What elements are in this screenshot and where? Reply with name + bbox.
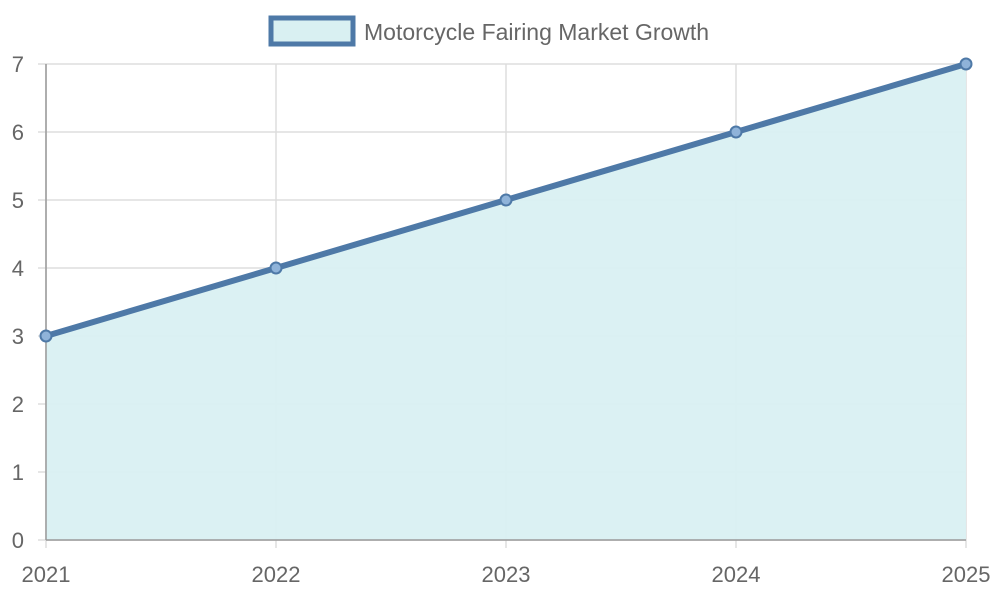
data-point[interactable] (269, 261, 283, 275)
y-axis-ticks: 0 1 2 3 4 5 6 7 (12, 52, 24, 553)
data-point[interactable] (499, 193, 513, 207)
series-area (46, 64, 966, 540)
y-tick-label: 3 (12, 324, 24, 349)
x-tick-label: 2025 (942, 562, 991, 587)
x-axis-ticks: 2021 2022 2023 2024 2025 (22, 562, 991, 587)
y-tick-label: 2 (12, 392, 24, 417)
y-tick-label: 0 (12, 528, 24, 553)
legend-label: Motorcycle Fairing Market Growth (364, 19, 709, 45)
y-tick-label: 7 (12, 52, 24, 77)
points-layer (39, 57, 973, 343)
data-point[interactable] (729, 125, 743, 139)
y-tick-label: 4 (12, 256, 24, 281)
area-layer (46, 64, 966, 540)
y-tick-label: 5 (12, 188, 24, 213)
data-point[interactable] (959, 57, 973, 71)
data-point[interactable] (39, 329, 53, 343)
axes (45, 64, 966, 541)
x-tick-label: 2023 (482, 562, 531, 587)
y-tick-label: 6 (12, 120, 24, 145)
x-tick-label: 2024 (712, 562, 761, 587)
x-tick-label: 2022 (252, 562, 301, 587)
x-tick-label: 2021 (22, 562, 71, 587)
legend[interactable]: Motorcycle Fairing Market Growth (268, 15, 709, 47)
legend-swatch (268, 15, 356, 47)
y-tick-label: 1 (12, 460, 24, 485)
